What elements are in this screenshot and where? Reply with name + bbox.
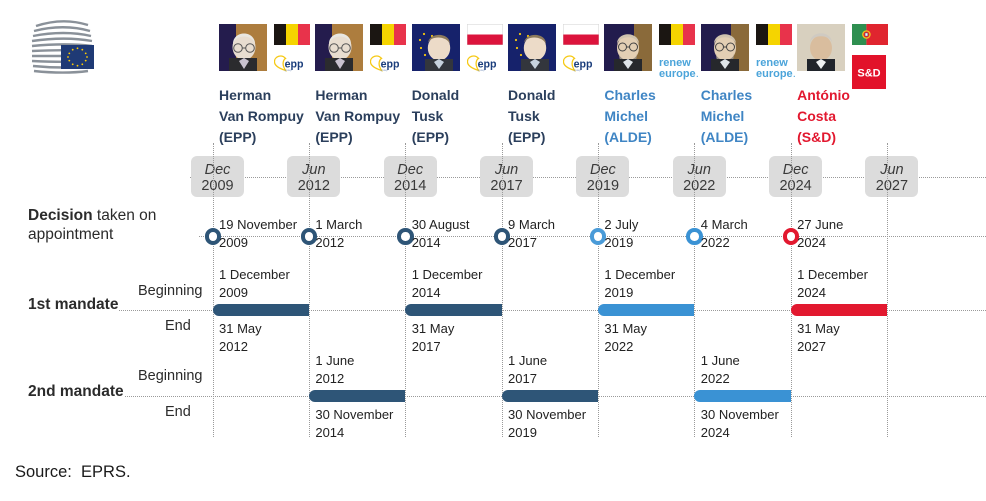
svg-text:renew: renew (659, 57, 691, 69)
svg-text:group: group (574, 68, 582, 72)
svg-text:group: group (285, 68, 293, 72)
svg-text:group: group (381, 68, 389, 72)
svg-text:europe.: europe. (756, 68, 796, 80)
svg-text:S&D: S&D (857, 68, 880, 80)
svg-text:group: group (477, 68, 485, 72)
svg-text:renew: renew (756, 57, 788, 69)
svg-text:europe.: europe. (659, 68, 699, 80)
